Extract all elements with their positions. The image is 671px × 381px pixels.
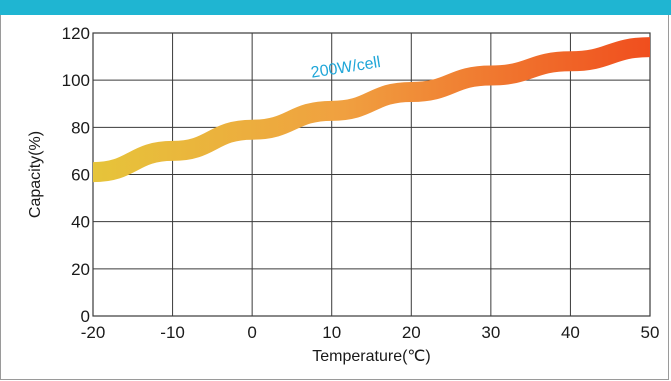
y-tick-label-3: 60 (71, 166, 90, 185)
x-tick-label-7: 50 (641, 323, 660, 342)
y-tick-label-5: 100 (62, 71, 90, 90)
y-tick-label-4: 80 (71, 118, 90, 137)
chart-frame (0, 15, 669, 380)
y-tick-label-2: 40 (71, 213, 90, 232)
x-axis-ticks: -20 -10 0 10 20 30 40 50 (81, 323, 660, 342)
x-tick-label-6: 40 (561, 323, 580, 342)
x-tick-label-4: 20 (402, 323, 421, 342)
y-tick-label-6: 120 (62, 24, 90, 43)
y-tick-label-1: 20 (71, 260, 90, 279)
x-tick-label-5: 30 (481, 323, 500, 342)
series-line-capacity (92, 37, 651, 183)
x-tick-label-0: -20 (81, 323, 106, 342)
series-layer (92, 37, 651, 183)
x-tick-label-1: -10 (160, 323, 185, 342)
x-tick-label-3: 10 (322, 323, 341, 342)
annotation-200w-cell: 200W/cell (310, 54, 382, 82)
y-tick-label-0: 0 (81, 307, 90, 326)
grid (92, 32, 651, 317)
y-axis-title: Capacity(%) (27, 131, 44, 218)
x-axis-title: Temperature(℃) (312, 348, 430, 365)
header-bar (0, 0, 671, 15)
x-tick-label-2: 0 (247, 323, 256, 342)
y-axis-ticks: 0 20 40 60 80 100 120 (62, 24, 90, 326)
